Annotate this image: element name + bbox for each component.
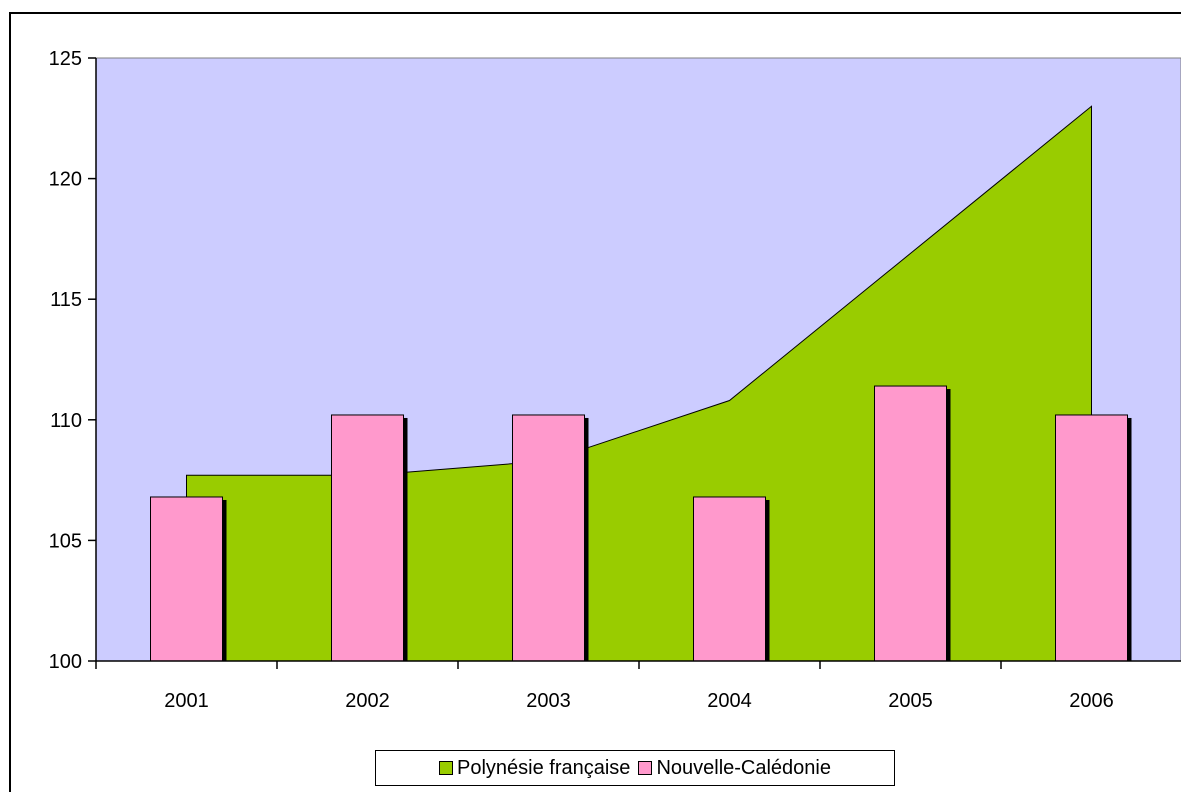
tick-labels: 100 105 110 115 120 125 2001 2002 2003 2004 2005 20… — [49, 48, 1114, 712]
bar-nouvelle-caledonie-2004 — [693, 496, 766, 662]
bar-nouvelle-caledonie-2001 — [150, 496, 223, 662]
x-tick-label-2006: 2006 — [1069, 690, 1114, 712]
y-tick-label-120: 120 — [49, 169, 82, 191]
y-tick-label-105: 105 — [49, 530, 82, 552]
bar-nouvelle-caledonie-2003 — [512, 414, 585, 662]
y-tick-label-115: 115 — [50, 289, 82, 311]
legend-swatch-polynesie — [439, 761, 453, 775]
bar-series-layer — [150, 385, 1132, 662]
y-tick-label-125: 125 — [49, 48, 82, 70]
axes — [88, 57, 1181, 669]
legend-swatch-nouvelle-caledonie — [638, 761, 653, 775]
legend-label-nouvelle-caledonie: Nouvelle-Calédonie — [656, 756, 831, 779]
x-tick-label-2001: 2001 — [164, 690, 209, 712]
y-tick-label-100: 100 — [49, 651, 82, 673]
bar-nouvelle-caledonie-2005 — [874, 385, 947, 662]
x-tick-label-2002: 2002 — [345, 690, 390, 712]
legend-item-polynesie: Polynésie française — [439, 757, 630, 780]
x-tick-label-2003: 2003 — [526, 690, 571, 712]
legend-item-nouvelle-caledonie: Nouvelle-Calédonie — [638, 757, 831, 780]
x-tick-label-2004: 2004 — [707, 690, 752, 712]
legend-label-polynesie: Polynésie française — [457, 756, 631, 779]
bar-nouvelle-caledonie-2002 — [331, 414, 404, 662]
legend: Polynésie française Nouvelle-Calédonie — [375, 750, 895, 786]
y-tick-label-110: 110 — [50, 410, 82, 432]
chart-border — [9, 12, 1181, 792]
x-tick-label-2005: 2005 — [888, 690, 933, 712]
bar-nouvelle-caledonie-2006 — [1055, 414, 1128, 662]
